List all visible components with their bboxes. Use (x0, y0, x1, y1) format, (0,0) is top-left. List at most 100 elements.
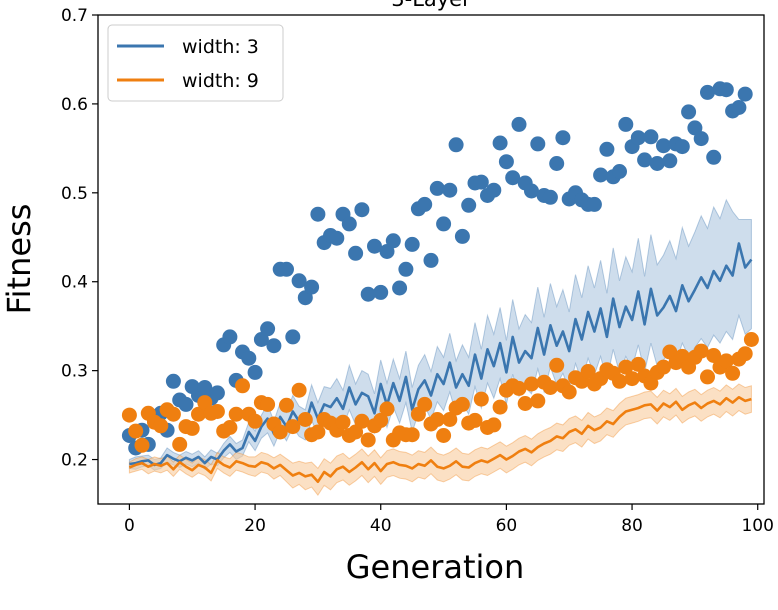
mean-line-width-9 (128, 395, 752, 484)
best-point-width-9 (235, 378, 250, 394)
best-point-width-3 (700, 84, 715, 100)
best-point-width-9 (272, 424, 288, 440)
best-point-width-9 (700, 369, 715, 385)
best-point-width-3 (398, 261, 414, 277)
best-point-width-3 (436, 216, 452, 232)
best-point-width-3 (442, 182, 458, 198)
best-point-width-3 (505, 170, 521, 186)
y-tick-label: 0.5 (61, 184, 88, 204)
best-point-width-9 (561, 384, 577, 400)
plot-frame (97, 14, 765, 505)
y-axis-title: Fitness (0, 204, 38, 315)
best-point-width-3 (354, 202, 370, 218)
best-point-width-9 (228, 406, 244, 422)
x-tick-label: 100 (741, 516, 773, 536)
best-point-width-3 (341, 216, 357, 232)
best-point-width-3 (461, 197, 477, 213)
best-point-width-3 (737, 86, 753, 102)
best-point-width-9 (247, 413, 263, 429)
best-point-width-3 (718, 82, 734, 98)
best-point-width-9 (656, 359, 671, 375)
best-point-width-3 (706, 149, 722, 165)
legend-label-width-9: width: 9 (182, 70, 259, 92)
best-point-width-9 (737, 346, 753, 362)
chart-title: 3-Layer (391, 0, 471, 11)
best-points (121, 81, 759, 456)
best-point-width-3 (429, 180, 445, 196)
best-point-width-9 (630, 356, 646, 372)
best-point-width-3 (310, 206, 326, 222)
best-point-width-9 (618, 359, 634, 375)
best-point-width-9 (335, 414, 351, 430)
y-tick-label: 0.6 (61, 95, 88, 115)
best-point-width-3 (612, 164, 627, 179)
best-point-width-9 (492, 399, 508, 415)
best-point-width-9 (404, 427, 420, 443)
x-tick-label: 40 (370, 516, 392, 536)
legend-label-width-3: width: 3 (182, 36, 259, 58)
best-point-width-9 (379, 401, 395, 417)
best-point-width-9 (467, 412, 483, 428)
best-point-width-3 (291, 273, 307, 289)
best-point-width-3 (486, 182, 502, 198)
best-point-width-9 (128, 423, 144, 439)
best-point-width-3 (649, 156, 665, 171)
y-axis-ticks: 0.2 0.3 0.4 0.5 0.6 0.7 (61, 6, 98, 471)
best-point-width-9 (612, 373, 627, 389)
best-point-width-9 (310, 424, 326, 440)
best-point-width-9 (285, 419, 301, 435)
best-point-width-3 (417, 196, 433, 212)
best-point-width-9 (549, 357, 565, 373)
best-point-width-9 (373, 412, 389, 428)
x-tick-label: 80 (621, 516, 643, 536)
legend: width: 3 width: 9 (107, 24, 284, 102)
best-point-width-9 (725, 365, 741, 381)
best-point-width-9 (121, 407, 137, 423)
best-point-width-3 (392, 280, 408, 296)
best-point-width-9 (260, 396, 276, 412)
best-point-width-3 (329, 230, 345, 246)
best-point-width-3 (662, 153, 678, 169)
best-point-width-3 (266, 338, 282, 354)
y-tick-label: 0.2 (61, 451, 88, 471)
best-point-width-3 (385, 233, 401, 249)
best-point-width-9 (511, 380, 527, 396)
best-point-width-3 (681, 104, 697, 120)
best-point-width-3 (165, 373, 181, 389)
best-point-width-3 (247, 364, 263, 380)
best-point-width-9 (486, 417, 502, 433)
best-point-width-9 (743, 332, 759, 347)
best-point-width-3 (555, 130, 571, 146)
best-point-width-3 (593, 167, 609, 183)
best-point-width-9 (718, 353, 734, 369)
best-point-width-3 (542, 189, 558, 205)
best-point-width-3 (693, 131, 709, 147)
best-point-width-9 (191, 406, 206, 422)
best-point-width-3 (285, 329, 301, 345)
best-point-width-3 (448, 137, 464, 153)
x-tick-label: 60 (496, 516, 518, 536)
best-point-width-3 (511, 116, 527, 132)
best-point-width-9 (530, 393, 546, 409)
best-point-width-3 (674, 139, 690, 155)
best-point-width-9 (360, 432, 376, 448)
best-point-width-3 (304, 279, 320, 295)
best-point-width-3 (178, 396, 194, 412)
best-point-width-3 (530, 136, 546, 152)
best-point-width-9 (473, 391, 489, 407)
best-point-width-3 (492, 135, 508, 151)
best-point-width-3 (599, 141, 615, 157)
best-point-width-3 (473, 174, 489, 190)
best-point-width-3 (367, 238, 382, 254)
best-point-width-9 (580, 364, 596, 379)
best-point-width-3 (348, 245, 364, 261)
y-tick-label: 0.3 (61, 362, 88, 382)
x-axis-ticks: 0 20 40 60 80 100 (124, 504, 774, 536)
x-tick-label: 20 (244, 516, 266, 536)
best-point-width-3 (222, 329, 238, 345)
best-point-width-3 (731, 100, 747, 115)
best-point-width-3 (618, 116, 634, 132)
best-point-width-9 (429, 412, 445, 427)
best-point-width-9 (291, 382, 307, 398)
